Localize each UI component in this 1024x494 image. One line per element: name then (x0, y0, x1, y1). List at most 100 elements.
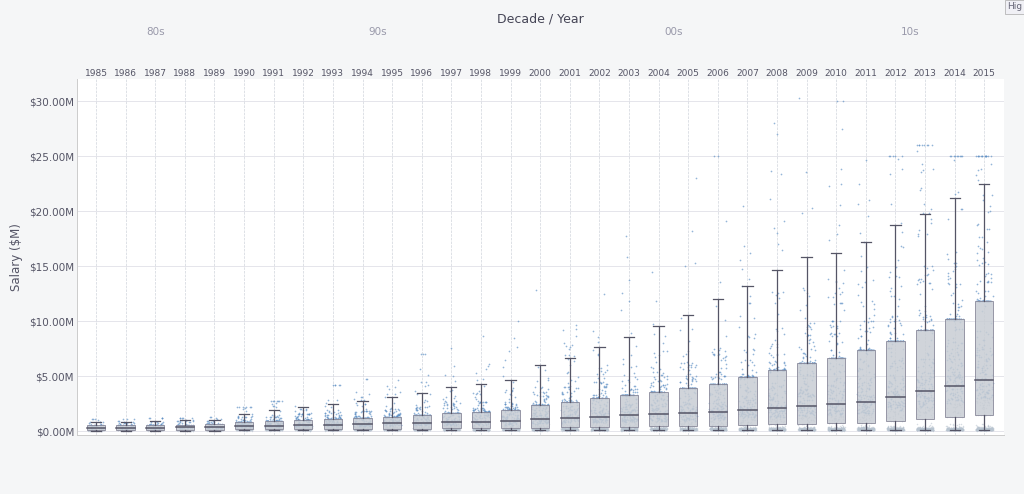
Point (860, 410, 877, 417)
Point (706, 424, 722, 432)
Point (888, 400, 904, 408)
Point (504, 426, 520, 434)
Point (568, 401, 585, 409)
Point (142, 426, 159, 434)
Point (921, 425, 937, 433)
Point (465, 422, 481, 430)
Point (941, 425, 957, 433)
Point (379, 423, 395, 431)
Point (768, 426, 784, 434)
Point (912, 425, 929, 433)
Point (150, 419, 166, 427)
Point (560, 426, 577, 434)
Point (506, 426, 522, 434)
Point (237, 419, 253, 427)
Point (270, 424, 287, 432)
Point (881, 426, 897, 434)
Point (294, 425, 310, 433)
Point (173, 424, 189, 432)
Point (472, 426, 488, 434)
Point (891, 424, 907, 432)
Point (643, 422, 659, 430)
Point (503, 425, 519, 433)
Bar (264, 421, 283, 429)
Point (525, 401, 542, 409)
Point (330, 415, 346, 423)
Point (385, 412, 401, 420)
Point (850, 423, 866, 431)
Point (265, 425, 282, 433)
Point (703, 424, 720, 432)
Point (173, 426, 189, 434)
Point (802, 425, 818, 433)
Point (734, 409, 751, 416)
Point (377, 412, 393, 420)
Point (421, 411, 437, 419)
Point (738, 424, 755, 432)
Point (864, 398, 881, 406)
Point (687, 384, 703, 392)
Point (656, 408, 673, 415)
Point (376, 426, 392, 434)
Point (954, 426, 971, 434)
Point (469, 426, 485, 434)
Point (357, 421, 374, 429)
Point (767, 408, 783, 416)
Point (139, 424, 156, 432)
Point (377, 424, 393, 432)
Point (524, 388, 541, 396)
Point (683, 424, 699, 432)
Point (796, 379, 812, 387)
Point (834, 409, 850, 416)
Point (383, 411, 399, 419)
Point (503, 426, 519, 434)
Point (465, 426, 481, 434)
Point (361, 426, 378, 434)
Point (854, 385, 870, 393)
Point (746, 424, 763, 432)
Point (855, 426, 871, 434)
Point (584, 408, 600, 415)
Point (268, 424, 285, 432)
Point (272, 418, 289, 426)
Point (705, 426, 721, 434)
Point (477, 408, 494, 415)
Point (236, 427, 252, 435)
Point (713, 423, 729, 431)
Point (984, 426, 1000, 434)
Point (360, 425, 377, 433)
Point (776, 398, 793, 406)
Point (909, 425, 926, 433)
Point (796, 404, 812, 412)
Point (773, 402, 790, 410)
Point (560, 425, 577, 433)
Point (298, 425, 314, 433)
Point (622, 424, 638, 432)
Point (508, 409, 524, 416)
Point (681, 366, 697, 374)
Point (854, 425, 870, 433)
Point (587, 417, 603, 425)
Point (983, 426, 999, 434)
Point (829, 425, 846, 433)
Point (585, 396, 601, 404)
Point (705, 350, 721, 358)
Point (525, 426, 542, 434)
Bar (531, 405, 549, 428)
Point (436, 425, 453, 433)
Point (828, 354, 845, 362)
Point (589, 416, 605, 424)
Point (644, 426, 660, 434)
Point (654, 388, 671, 396)
Point (828, 423, 845, 431)
Point (748, 426, 764, 434)
Point (468, 408, 484, 415)
Point (409, 420, 425, 428)
Point (835, 354, 851, 362)
Point (469, 425, 485, 433)
Point (265, 424, 282, 432)
Point (766, 425, 782, 433)
Point (806, 426, 822, 434)
Point (984, 192, 1000, 200)
Point (386, 423, 402, 431)
